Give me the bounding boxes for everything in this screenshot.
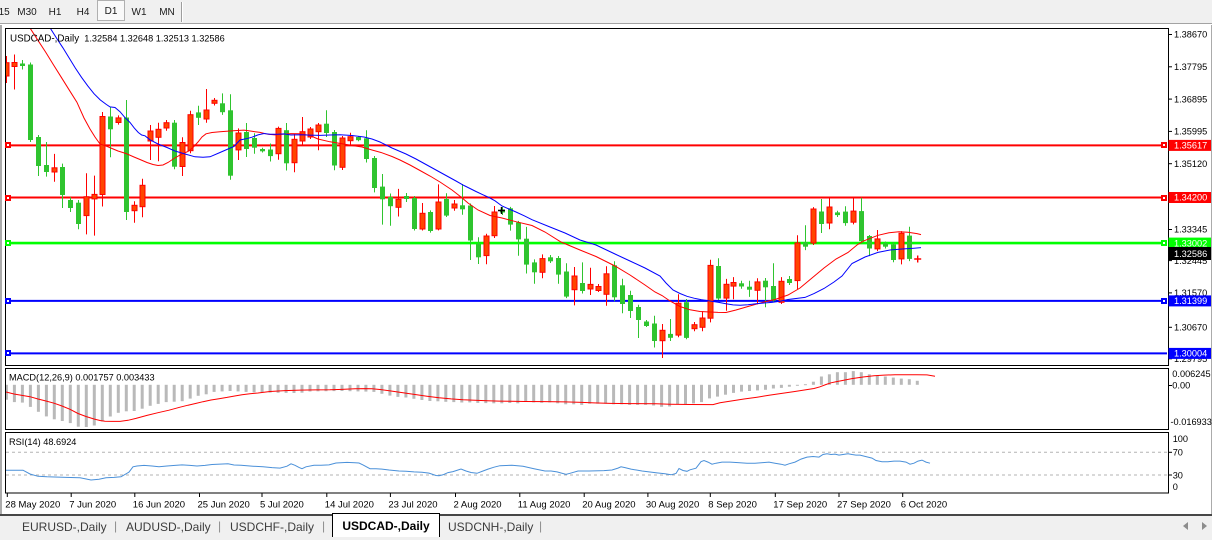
svg-text:0.00: 0.00	[1172, 381, 1190, 391]
svg-text:1.35120: 1.35120	[1174, 159, 1207, 169]
svg-text:USDCAD-,Daily 1.32584 1.32648: USDCAD-,Daily 1.32584 1.32648 1.32513 1.…	[10, 34, 225, 45]
svg-text:23 Jul 2020: 23 Jul 2020	[388, 500, 437, 511]
svg-text:1.35617: 1.35617	[1174, 141, 1207, 151]
svg-text:1.31570: 1.31570	[1174, 288, 1207, 298]
svg-text:25 Jun 2020: 25 Jun 2020	[198, 500, 250, 511]
svg-text:MACD(12,26,9) 0.001757 0.00343: MACD(12,26,9) 0.001757 0.003433	[9, 373, 155, 383]
svg-text:8 Sep 2020: 8 Sep 2020	[708, 500, 757, 511]
svg-text:1.31399: 1.31399	[1174, 296, 1207, 306]
svg-text:5 Jul 2020: 5 Jul 2020	[260, 500, 304, 511]
svg-text:1.32586: 1.32586	[1174, 249, 1207, 259]
svg-text:RSI(14) 48.6924: RSI(14) 48.6924	[9, 437, 76, 447]
svg-text:30: 30	[1173, 471, 1183, 481]
svg-text:16 Jun 2020: 16 Jun 2020	[133, 500, 185, 511]
svg-text:1.33345: 1.33345	[1174, 225, 1207, 235]
svg-text:0: 0	[1173, 482, 1178, 492]
svg-text:28 May 2020: 28 May 2020	[5, 500, 60, 511]
svg-text:1.34200: 1.34200	[1174, 193, 1207, 203]
svg-text:2 Aug 2020: 2 Aug 2020	[454, 500, 502, 511]
svg-text:1.29795: 1.29795	[1174, 354, 1207, 364]
svg-text:-0.016933: -0.016933	[1171, 417, 1212, 427]
svg-text:20 Aug 2020: 20 Aug 2020	[582, 500, 635, 511]
svg-text:11 Aug 2020: 11 Aug 2020	[518, 500, 571, 511]
svg-text:1.36895: 1.36895	[1174, 94, 1207, 104]
svg-text:6 Oct 2020: 6 Oct 2020	[901, 500, 947, 511]
svg-text:14 Jul 2020: 14 Jul 2020	[325, 500, 374, 511]
svg-text:1.33002: 1.33002	[1174, 238, 1207, 248]
svg-text:1.35995: 1.35995	[1174, 127, 1207, 137]
svg-text:100: 100	[1173, 434, 1188, 444]
svg-text:1.38670: 1.38670	[1174, 30, 1207, 40]
svg-text:17 Sep 2020: 17 Sep 2020	[773, 500, 827, 511]
svg-text:27 Sep 2020: 27 Sep 2020	[837, 500, 891, 511]
svg-text:1.32445: 1.32445	[1174, 256, 1207, 266]
svg-text:30 Aug 2020: 30 Aug 2020	[646, 500, 699, 511]
svg-text:1.30004: 1.30004	[1174, 349, 1207, 359]
svg-text:1.37795: 1.37795	[1174, 62, 1207, 72]
svg-text:7 Jun 2020: 7 Jun 2020	[69, 500, 116, 511]
svg-text:1.30670: 1.30670	[1174, 323, 1207, 333]
svg-text:0.006245: 0.006245	[1172, 369, 1210, 379]
svg-text:70: 70	[1173, 447, 1183, 457]
